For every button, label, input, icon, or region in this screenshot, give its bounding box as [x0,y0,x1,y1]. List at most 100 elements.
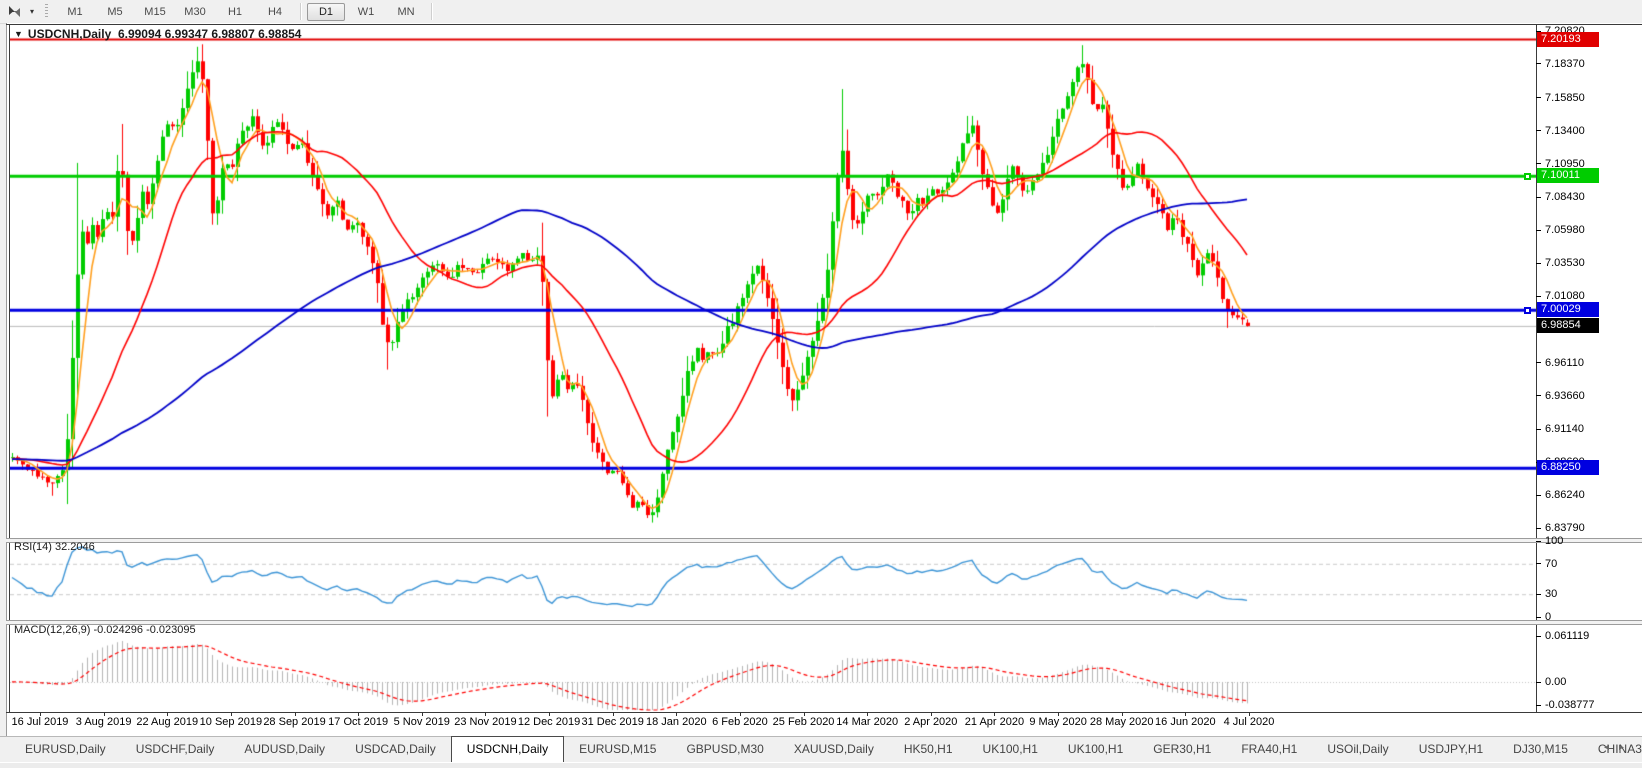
price-tick-label: 6.83790 [1545,522,1585,535]
time-tick-mark [294,712,296,716]
rsi-indicator-chart[interactable] [10,542,1536,620]
price-tick-mark [1536,63,1541,65]
collapse-triangle-icon[interactable]: ▼ [14,29,23,39]
timeframe-m30[interactable]: M30 [184,5,206,18]
time-tick-mark [612,712,614,716]
price-axis-border [1536,24,1537,712]
time-axis-label: 17 Oct 2019 [328,716,389,728]
time-axis-label: 21 Apr 2020 [964,716,1025,728]
tab-ger30-h1[interactable]: GER30,H1 [1153,742,1212,756]
tab-eurusd-m15[interactable]: EURUSD,M15 [579,742,657,756]
tab-gbpusd-m30[interactable]: GBPUSD,M30 [686,742,764,756]
tab-scroll-left-icon[interactable]: ◂ [1603,742,1619,753]
time-axis-label: 2 Apr 2020 [904,716,958,728]
time-axis-label: 25 Feb 2020 [772,716,835,728]
timeframe-m5[interactable]: M5 [107,5,123,18]
chart-cursor-icon[interactable] [3,3,25,21]
toolbar-separator [300,3,301,20]
price-tick-mark [1536,527,1541,529]
status-strip [0,762,1642,768]
macd-indicator-chart[interactable] [10,623,1536,712]
time-axis-label: 22 Aug 2019 [136,716,199,728]
time-tick-mark [485,712,487,716]
time-axis-label: 14 Mar 2020 [836,716,899,728]
price-tick-label: 7.01080 [1545,290,1585,303]
chart-title: ▼ USDCNH,Daily 6.99094 6.99347 6.98807 6.… [14,27,301,41]
timeframe-m1[interactable]: M1 [67,5,83,18]
time-tick-mark [549,712,551,716]
dropdown-caret-icon[interactable]: ▾ [29,7,34,16]
price-tick-label: 7.13400 [1545,124,1585,137]
rsi-tick-label: 0 [1545,611,1552,623]
price-tick-label: 6.96110 [1545,356,1584,369]
time-axis-label: 5 Nov 2019 [393,716,450,728]
time-tick-mark [930,712,932,716]
price-tick-label: 7.18370 [1545,57,1585,70]
price-level-label: 6.88250 [1537,460,1599,476]
macd-label: MACD(12,26,9) -0.024296 -0.023095 [14,624,196,636]
toolbar-separator [431,3,432,20]
time-axis-label: 23 Nov 2019 [454,716,517,728]
tab-eurusd-daily[interactable]: EURUSD,Daily [25,742,106,756]
current-price-label: 6.98854 [1537,317,1599,333]
timeframe-mn[interactable]: MN [397,5,415,18]
timeframe-h4[interactable]: H4 [267,5,283,18]
price-tick-label: 7.03530 [1545,257,1585,270]
tab-fra40-h1[interactable]: FRA40,H1 [1241,742,1298,756]
price-level-label: 7.10011 [1537,168,1599,184]
macd-tick-label: -0.038777 [1545,699,1595,711]
tab-hk50-h1[interactable]: HK50,H1 [903,742,953,756]
price-level-label: 7.00029 [1537,302,1599,318]
price-tick-label: 7.08430 [1545,191,1585,204]
price-tick-label: 6.91140 [1545,423,1584,436]
time-axis-label: 16 Jul 2019 [11,716,69,728]
time-axis-label: 28 Sep 2019 [263,716,326,728]
chart-ohlc-values: 6.99094 6.99347 6.98807 6.98854 [117,27,302,41]
main-price-chart[interactable] [10,24,1536,538]
price-level-label: 7.20193 [1537,31,1599,47]
rsi-tick-mark [1536,616,1541,618]
rsi-tick-mark [1536,593,1541,595]
timeframe-d1[interactable]: D1 [307,2,345,21]
timeframe-h1[interactable]: H1 [227,5,243,18]
time-axis-label: 3 Aug 2019 [75,716,132,728]
tab-xauusd-daily[interactable]: XAUUSD,Daily [793,742,874,756]
tab-audusd-daily[interactable]: AUDUSD,Daily [244,742,326,756]
macd-tick-label: 0.00 [1545,676,1567,688]
price-tick-label: 7.15850 [1545,91,1585,104]
timeframes-toolbar: ▾ M1 M5 M15 M30 H1 H4 D1 W1 MN [0,0,1642,24]
rsi-tick-label: 30 [1545,588,1558,601]
tab-uk100-h1[interactable]: UK100,H1 [982,742,1038,756]
time-tick-mark [103,712,105,716]
chart-symbol-period: USDCNH,Daily [27,27,112,41]
time-axis-label: 16 Jun 2020 [1155,716,1216,728]
tab-dj30-m15[interactable]: DJ30,M15 [1513,742,1568,756]
time-tick-mark [40,712,41,716]
time-axis-label: 6 Feb 2020 [712,716,768,728]
line-handle[interactable] [1524,172,1531,180]
price-tick-mark [1536,196,1541,198]
line-handle[interactable] [1524,306,1531,314]
macd-tick-mark [1536,681,1541,683]
tab-usdcnh-daily[interactable]: USDCNH,Daily [450,736,565,762]
tab-scroll-right-icon[interactable]: ▸ [1618,742,1634,753]
rsi-tick-label: 70 [1545,557,1558,570]
time-tick-mark [1185,712,1187,716]
rsi-label: RSI(14) 32.2046 [14,541,95,553]
toolbar-grip[interactable] [45,4,48,19]
timeframe-w1[interactable]: W1 [357,5,375,18]
tab-usdcad-daily[interactable]: USDCAD,Daily [355,742,436,756]
tab-usoil-daily[interactable]: USOil,Daily [1327,742,1389,756]
tab-usdchf-daily[interactable]: USDCHF,Daily [135,742,215,756]
timeframe-m15[interactable]: M15 [144,5,166,18]
price-tick-mark [1536,494,1541,496]
price-tick-mark [1536,262,1541,264]
macd-tick-mark [1536,704,1541,706]
tab-usdjpy-h1[interactable]: USDJPY,H1 [1418,742,1484,756]
tab-china300-h4[interactable]: CHINA300,H4 [1597,742,1642,756]
tab-uk100-h1[interactable]: UK100,H1 [1067,742,1124,756]
price-tick-mark [1536,395,1541,397]
price-tick-label: 6.86240 [1545,489,1585,502]
time-tick-mark [421,712,423,716]
price-tick-mark [1536,362,1541,364]
